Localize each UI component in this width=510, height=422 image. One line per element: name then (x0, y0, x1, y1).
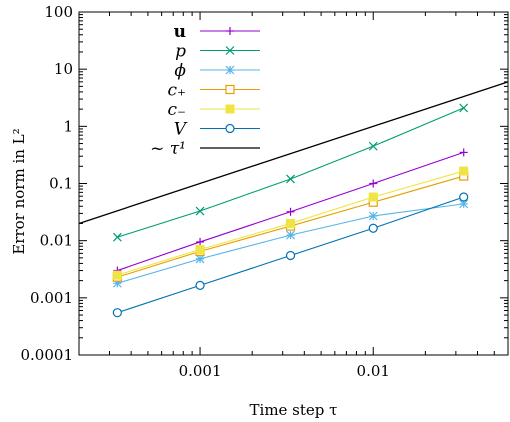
data-point-5-1 (195, 280, 205, 291)
series-line-1 (117, 107, 464, 238)
x-axis-label: Time step τ (250, 401, 338, 419)
y-tick-label: 0.0001 (21, 346, 74, 364)
data-point-1-2 (286, 174, 295, 184)
series-layer (78, 81, 509, 318)
legend-marker-5 (225, 123, 235, 134)
y-tick-label: 100 (44, 3, 73, 21)
data-point-4-4 (459, 166, 469, 176)
data-point-2-3 (368, 211, 378, 221)
data-point-2-1 (195, 254, 205, 264)
legend-label-1: p (175, 42, 186, 62)
legend-marker-3 (225, 84, 235, 95)
data-point-1-1 (195, 206, 205, 216)
data-point-5-4 (459, 192, 469, 202)
ticks-layer: 0.0001 0.001 0.01 0.1 1 10 100 0.001 0.01 (21, 3, 508, 380)
data-point-0-1 (196, 237, 205, 246)
y-tick-label: 0.1 (49, 175, 73, 193)
legend-marker-0 (226, 27, 234, 35)
legend-label-5: V (174, 120, 188, 140)
data-point-1-3 (368, 141, 378, 151)
x-tick-label: 0.01 (357, 362, 390, 380)
data-point-2-2 (286, 230, 295, 240)
data-point-0-2 (286, 207, 295, 216)
data-point-4-3 (368, 192, 378, 202)
legend-marker-2 (225, 65, 235, 75)
plot-frame (78, 11, 509, 356)
legend-label-2: ϕ (174, 61, 186, 81)
y-axis-label: Error norm in L² (10, 128, 28, 254)
data-point-1-0 (112, 232, 122, 242)
data-point-1-4 (459, 103, 469, 113)
data-point-5-2 (285, 250, 296, 261)
data-point-0-3 (369, 179, 378, 188)
data-point-2-4 (459, 199, 469, 209)
data-point-5-0 (112, 308, 122, 318)
legend-marker-1 (225, 46, 235, 55)
legend-label-3: c₊ (168, 81, 187, 101)
y-tick-label: 1 (63, 117, 73, 135)
x-tick-label: 0.001 (179, 362, 222, 380)
legend-marker-4 (225, 104, 235, 114)
data-point-4-1 (195, 245, 205, 255)
y-tick-label: 0.001 (30, 289, 73, 307)
data-point-5-3 (368, 223, 378, 233)
series-line-6 (78, 81, 509, 225)
y-tick-label: 0.01 (40, 232, 73, 250)
data-point-4-2 (286, 218, 296, 228)
legend-label-4: c₋ (168, 100, 187, 120)
data-point-4-0 (112, 270, 122, 280)
legend-label-6: ~ τ¹ (150, 139, 186, 159)
legend-label-0: u (174, 22, 186, 42)
data-point-0-4 (459, 148, 468, 157)
y-tick-label: 10 (54, 60, 73, 78)
